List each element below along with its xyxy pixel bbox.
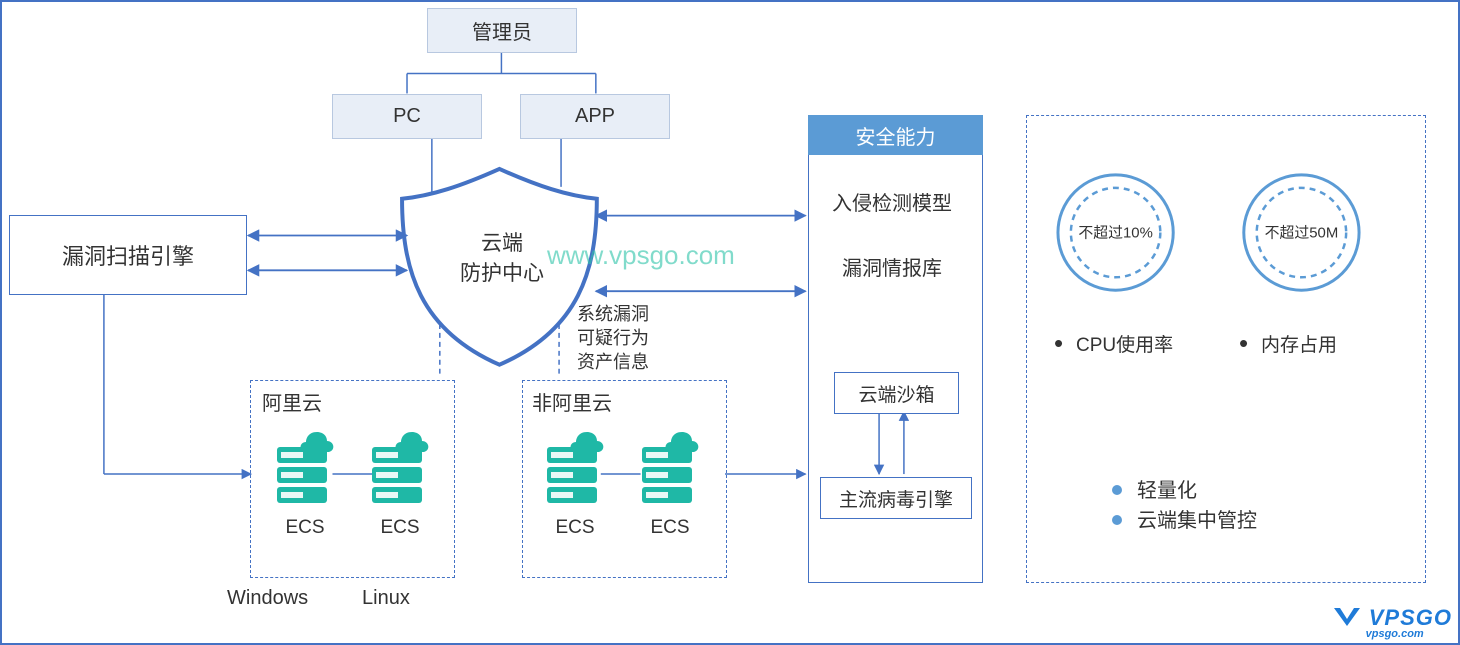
admin-label: 管理员 (472, 16, 532, 45)
security-item1: 入侵检测模型 (832, 187, 952, 216)
diagram-canvas: 不超过10% 不超过50M 管理员 PC APP 漏洞扫描引擎 云端 防护中心 … (0, 0, 1460, 645)
os-linux: Linux (362, 587, 410, 610)
pc-box: PC (332, 94, 482, 139)
server-icon-4 (637, 427, 702, 512)
bullet-dot-1: • (1054, 330, 1063, 356)
av-engine-label: 主流病毒引擎 (839, 485, 953, 512)
av-engine-box: 主流病毒引擎 (820, 477, 972, 519)
circle1-caption: CPU使用率 (1076, 330, 1173, 357)
scan-engine-label: 漏洞扫描引擎 (62, 239, 194, 271)
nonaliyun-label: 非阿里云 (532, 387, 612, 416)
server-icon-2 (367, 427, 432, 512)
info-line2: 可疑行为 (577, 324, 649, 350)
app-box: APP (520, 94, 670, 139)
bullet-1 (1112, 485, 1122, 495)
aliyun-label: 阿里云 (262, 387, 322, 416)
bullet-1-label: 轻量化 (1137, 474, 1197, 503)
shield-line2: 防护中心 (452, 257, 552, 287)
pc-label: PC (393, 105, 421, 128)
logo-sub: vpsgo.com (1332, 629, 1452, 640)
app-label: APP (575, 105, 615, 128)
ecs-label-4: ECS (640, 517, 700, 539)
bullet-dot-2: • (1239, 330, 1248, 356)
info-line1: 系统漏洞 (577, 300, 649, 326)
admin-box: 管理员 (427, 8, 577, 53)
security-header: 安全能力 (808, 115, 983, 155)
security-header-label: 安全能力 (856, 121, 936, 150)
server-icon-1 (272, 427, 337, 512)
ecs-label-1: ECS (275, 517, 335, 539)
watermark-text: www.vpsgo.com (547, 240, 735, 271)
shield-line1: 云端 (462, 227, 542, 257)
vpsgo-logo: VPSGO vpsgo.com (1332, 606, 1452, 640)
os-windows: Windows (227, 587, 308, 610)
server-icon-3 (542, 427, 607, 512)
bullet-2 (1112, 515, 1122, 525)
sandbox-label: 云端沙箱 (858, 380, 934, 407)
info-line3: 资产信息 (577, 348, 649, 374)
sandbox-box: 云端沙箱 (834, 372, 959, 414)
security-item2: 漏洞情报库 (842, 252, 942, 281)
scan-engine-box: 漏洞扫描引擎 (9, 215, 247, 295)
ecs-label-3: ECS (545, 517, 605, 539)
ecs-label-2: ECS (370, 517, 430, 539)
logo-main: VPSGO (1369, 605, 1452, 630)
bullet-2-label: 云端集中管控 (1137, 504, 1257, 533)
circle2-caption: 内存占用 (1261, 330, 1337, 357)
